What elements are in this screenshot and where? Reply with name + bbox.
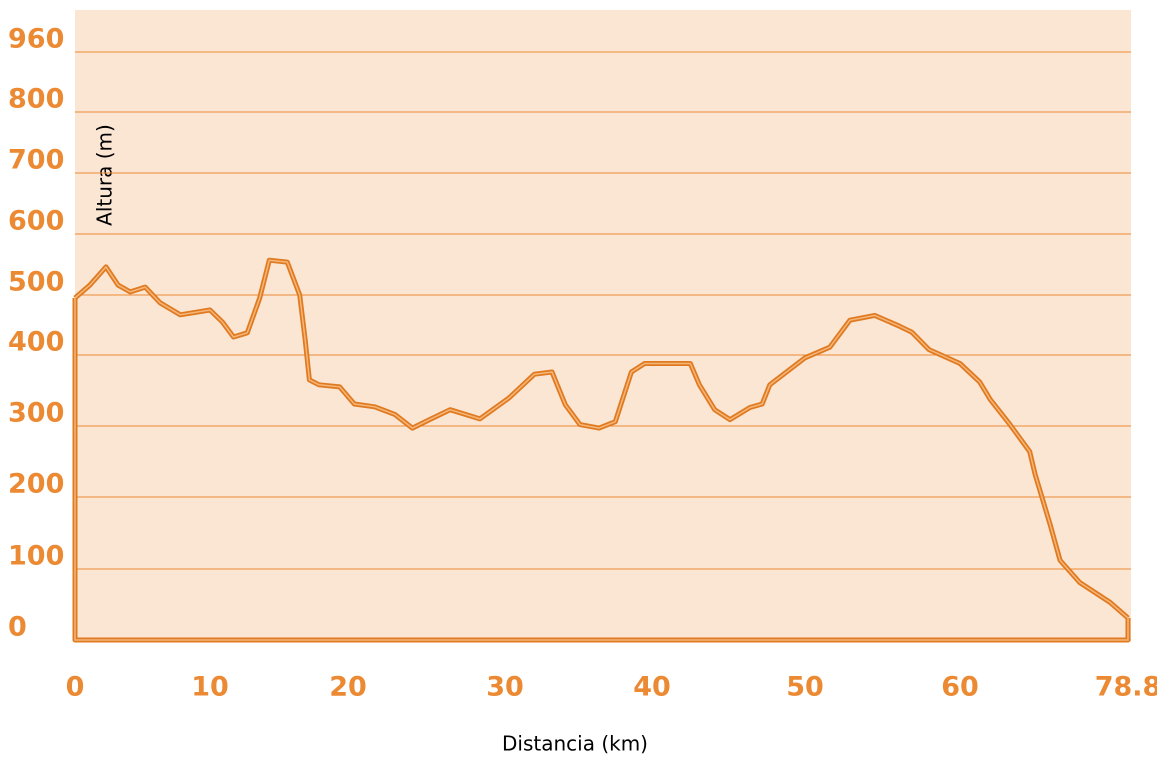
- x-tick-label: 78.8: [1095, 672, 1157, 703]
- x-tick-label: 10: [191, 672, 229, 703]
- x-tick-label: 60: [941, 672, 979, 703]
- y-tick-label: 0: [8, 612, 27, 643]
- x-tick-label: 50: [786, 672, 824, 703]
- y-tick-label: 800: [8, 84, 64, 115]
- y-tick-label: 700: [8, 145, 64, 176]
- x-tick-label: 20: [329, 672, 367, 703]
- y-tick-label: 960: [8, 24, 64, 55]
- profile-line-inner: [74, 259, 1129, 619]
- y-tick-label: 500: [8, 267, 64, 298]
- profile-base-inner: [74, 298, 1129, 641]
- y-tick-label: 600: [8, 206, 64, 237]
- x-axis-label: Distancia (km): [502, 732, 648, 756]
- x-tick-label: 0: [66, 672, 85, 703]
- y-tick-label: 400: [8, 327, 64, 358]
- y-tick-label: 300: [8, 398, 64, 429]
- plot-area: [75, 10, 1131, 641]
- y-tick-label: 200: [8, 469, 64, 500]
- y-tick-label: 100: [8, 541, 64, 572]
- x-tick-label: 40: [633, 672, 671, 703]
- y-axis-label: Altura (m): [93, 124, 117, 226]
- x-tick-label: 30: [486, 672, 524, 703]
